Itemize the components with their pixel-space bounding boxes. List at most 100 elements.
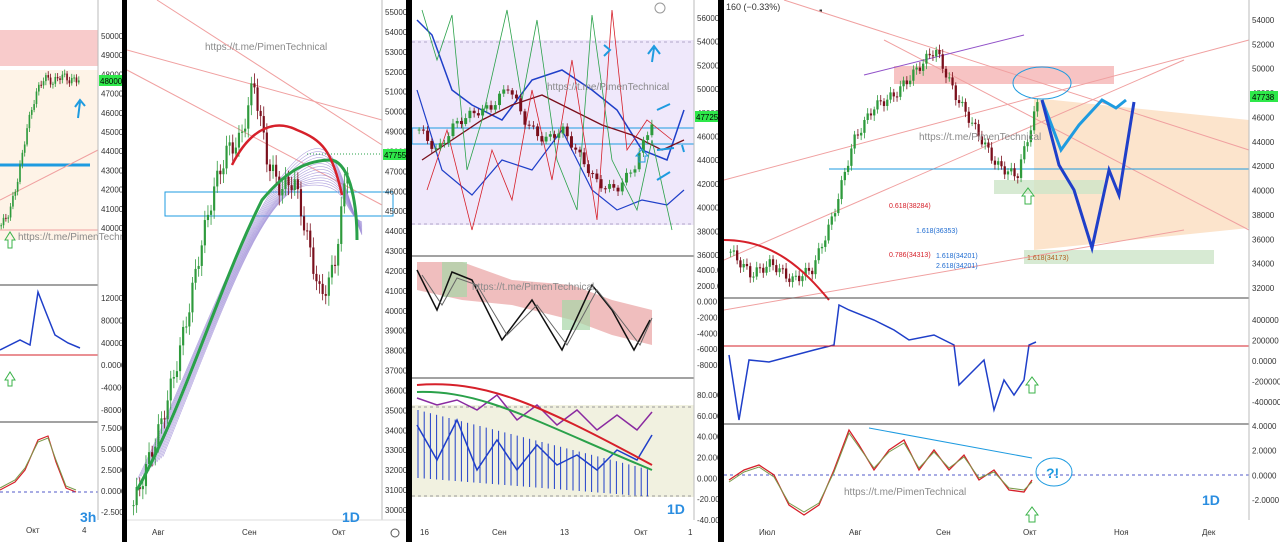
chart-panel-1d-a: https://t.me/PimenTechnical 55000 54000 53… [127, 0, 406, 542]
candle [843, 171, 846, 181]
axis-tick-label: 40000 [101, 339, 122, 348]
candle [788, 278, 791, 283]
settings-icon[interactable] [390, 528, 400, 538]
time-tick: 16 [420, 528, 429, 537]
axis-tick-label: 54000 [1252, 16, 1275, 25]
candle [213, 186, 216, 211]
candle [451, 123, 455, 137]
candle [729, 251, 732, 253]
candle [271, 164, 275, 172]
candle [595, 173, 599, 180]
candle [151, 452, 154, 457]
candle [781, 268, 784, 270]
candle [531, 125, 535, 127]
axis-tick-label: 36000 [697, 251, 718, 260]
fib-label: 1.618(34201) [936, 253, 978, 260]
ma-ribbon-line [162, 184, 363, 457]
candle [309, 230, 312, 248]
candle [185, 326, 188, 328]
ma-ribbon-line [146, 163, 363, 472]
candle [443, 142, 446, 144]
axis-tick-label: 2.5000 [101, 466, 122, 475]
up-arrow-icon [1025, 506, 1039, 523]
candle [514, 94, 518, 99]
axis-tick-label: 52000 [1252, 40, 1275, 49]
candle [1000, 161, 1003, 167]
candle [222, 168, 225, 175]
watermark: https://t.me/PimenTechnical [919, 132, 1041, 143]
axis-tick-label: 44000 [1252, 138, 1275, 147]
candle [889, 92, 892, 100]
axis-tick-label: 30000 [385, 506, 406, 515]
axis-tick-label: 2.0000 [1252, 447, 1277, 456]
axis-tick-label: 40000 [385, 307, 406, 316]
axis-tick-label: 0.0000 [1252, 471, 1277, 480]
candle [922, 63, 925, 71]
axis-tick-label: 44000 [697, 156, 718, 165]
indicator-line [416, 393, 653, 432]
axis-tick-label: 52000 [385, 68, 406, 77]
oscillator-line [0, 435, 77, 493]
candle [417, 129, 421, 131]
up-arrow-icon [4, 371, 16, 387]
candle [45, 75, 47, 82]
candle [464, 118, 468, 125]
candle [948, 77, 951, 79]
candle [582, 152, 586, 165]
axis-tick-label: -2000.000 [697, 314, 718, 323]
candle [434, 148, 438, 150]
axis-tick-label: 45000 [385, 207, 406, 216]
candle [599, 179, 603, 189]
axis-tick-label: 50000 [697, 85, 718, 94]
axis-tick-label: 45000 [101, 128, 122, 137]
chart-panel-1d-b-svg: https://t.me/PimenTechnical https://t.me… [412, 0, 718, 537]
candle [250, 83, 253, 106]
trend-line [724, 229, 1185, 311]
candle [1036, 102, 1039, 112]
candle [40, 84, 42, 86]
candle [899, 86, 902, 97]
candle [758, 267, 762, 269]
axis-tick-label: -2.0000 [1252, 496, 1280, 505]
candle [908, 80, 912, 85]
candle [608, 184, 612, 189]
price-badge-text: 47738 [1252, 93, 1275, 102]
axis-tick-label: 0.0000 [101, 361, 122, 370]
candle [814, 260, 817, 275]
candle [616, 187, 620, 192]
camera-icon[interactable] [654, 2, 666, 14]
candle [1032, 111, 1036, 131]
time-tick: Окт [634, 528, 648, 537]
axis-tick-label: 44000 [101, 147, 122, 156]
axis-tick-label: 0.0000 [101, 487, 122, 496]
candle [26, 128, 28, 145]
candle [244, 128, 247, 132]
axis-tick-label: 32000 [385, 466, 406, 475]
candle [603, 188, 607, 190]
candle [918, 67, 922, 71]
candle [869, 113, 873, 116]
axis-tick-label: 400000 [1252, 316, 1279, 325]
time-tick: Сен [242, 528, 257, 537]
range-zone [0, 70, 98, 240]
axis-tick-label: -4000.000 [697, 329, 718, 338]
candle [620, 182, 624, 192]
chart-panel-1d-c-svg: 160 (−0.33%) ▪ 0.618(38284) 1.618(36353)… [724, 0, 1280, 537]
candle [938, 50, 941, 55]
candle [9, 206, 12, 218]
candle [63, 73, 66, 75]
price-badge-text: 47755 [384, 151, 406, 160]
candle [840, 180, 843, 200]
candle [1029, 130, 1032, 143]
candle [175, 371, 179, 378]
candle [990, 147, 993, 161]
candle [527, 124, 531, 126]
candle [302, 216, 306, 231]
candle [268, 164, 272, 172]
axis-tick-label: 49000 [385, 128, 406, 137]
time-tick: Сен [492, 528, 507, 537]
candle [993, 160, 997, 165]
candle [19, 164, 21, 182]
candle [327, 277, 330, 296]
candle [1003, 166, 1006, 175]
